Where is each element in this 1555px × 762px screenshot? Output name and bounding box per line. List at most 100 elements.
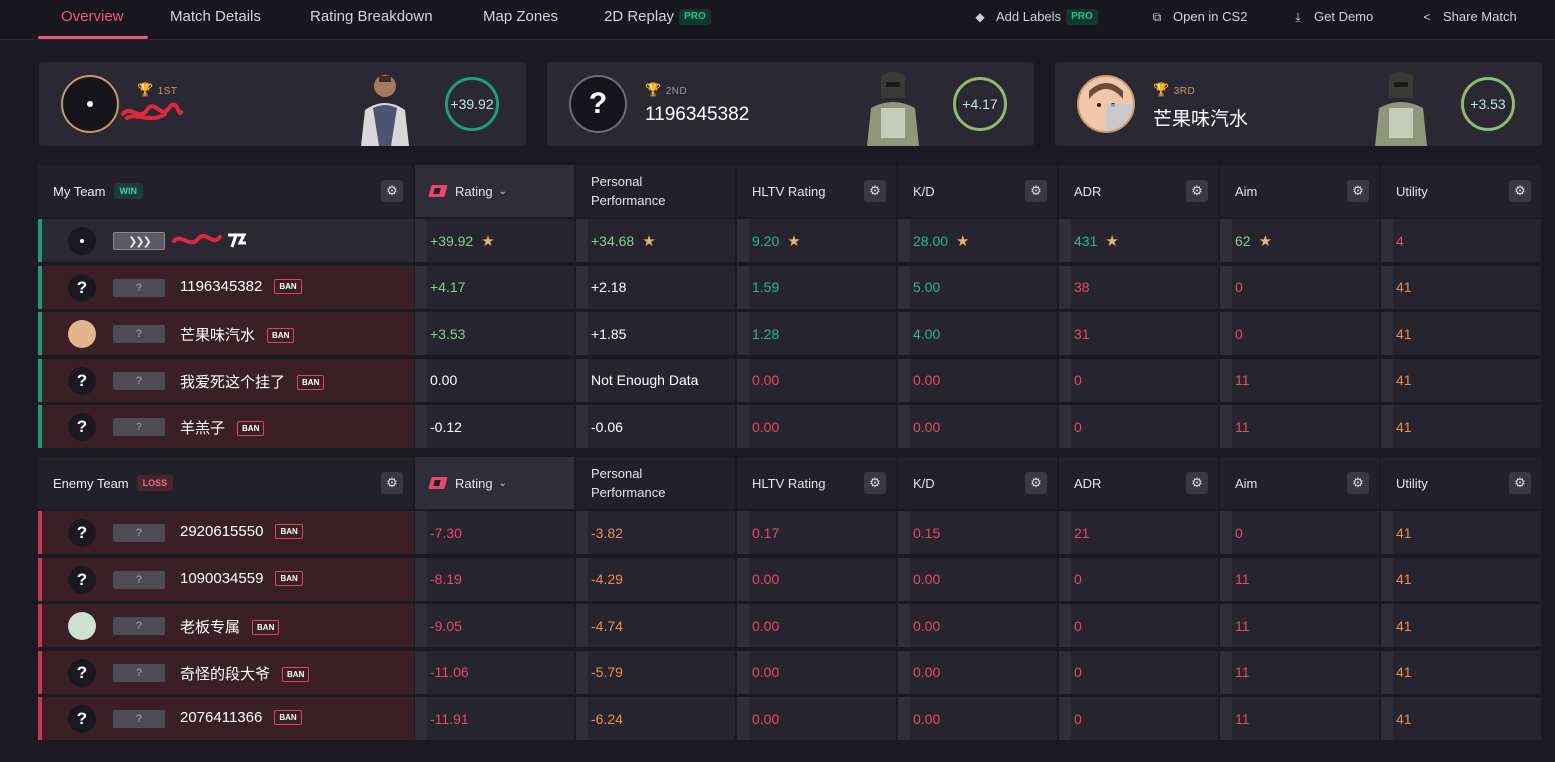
column-header-adr[interactable]: ADR ⚙	[1059, 457, 1218, 509]
table-row[interactable]: ?? 2920615550 BAN -7.30 -3.82 0.17 0.15 21 0 41	[38, 511, 1541, 554]
stat-bar	[1381, 265, 1393, 309]
gear-icon[interactable]: ⚙	[1025, 180, 1047, 202]
player-name[interactable]: 奇怪的段大爷 BAN	[180, 663, 310, 684]
player-cell[interactable]: ?? 2920615550 BAN	[38, 511, 414, 554]
stat-bar	[898, 650, 910, 694]
column-header-personal[interactable]: Personal Performance	[576, 457, 735, 509]
column-header-kd[interactable]: K/D ⚙	[898, 457, 1057, 509]
stat-bar	[1059, 650, 1071, 694]
tab-match-details[interactable]: Match Details	[170, 8, 261, 25]
gear-icon[interactable]: ⚙	[1025, 472, 1047, 494]
rating-ring: +39.92	[445, 77, 499, 131]
table-row[interactable]: ? 芒果味汽水 BAN +3.53 +1.85 1.28 4.00 31 0 41	[38, 312, 1541, 355]
star-icon: ★	[956, 232, 970, 250]
table-row[interactable]: ?? 1196345382 BAN +4.17 +2.18 1.59 5.00 38 0 41	[38, 265, 1541, 309]
stat-bar	[576, 265, 588, 309]
stat-cell-rating: -11.91	[415, 697, 574, 740]
podium-card-first[interactable]: 🏆 1ST +39.92	[39, 62, 526, 146]
stat-value: 0.00	[913, 571, 941, 587]
table-row[interactable]: ? 老板专属 BAN -9.05 -4.74 0.00 0.00 0 11 41	[38, 604, 1541, 647]
column-header-rating[interactable]: Rating ⌄	[415, 165, 574, 217]
player-cell[interactable]: ?? 1196345382 BAN	[38, 265, 414, 309]
stat-value: 11	[1235, 664, 1250, 680]
tab-2d-replay[interactable]: 2D Replay PRO	[604, 0, 711, 40]
table-row[interactable]: ?? 羊羔子 BAN -0.12 -0.06 0.00 0.00 0 11 41	[38, 405, 1541, 448]
add-labels-button[interactable]: ◆ Add Labels PRO	[973, 0, 1098, 36]
podium-card-third[interactable]: 🏆 3RD 芒果味汽水 +3.53	[1055, 62, 1542, 146]
gear-icon[interactable]: ⚙	[1509, 180, 1531, 202]
column-header-personal[interactable]: Personal Performance	[576, 165, 735, 217]
open-in-cs2-button[interactable]: ⧉ Open in CS2	[1150, 0, 1248, 36]
get-demo-button[interactable]: ⤓ Get Demo	[1291, 0, 1373, 36]
player-name-text: 2076411366	[180, 709, 263, 726]
player-name-text: 1196345382	[180, 277, 263, 295]
gear-icon[interactable]: ⚙	[864, 180, 886, 202]
gear-icon[interactable]: ⚙	[1347, 180, 1369, 202]
stat-bar	[1059, 358, 1071, 402]
stat-value: 62	[1235, 232, 1251, 249]
table-row[interactable]: ?? 我爱死这个挂了 BAN 0.00 Not Enough Data 0.00 0.00 0…	[38, 358, 1541, 402]
tab-map-zones[interactable]: Map Zones	[483, 8, 559, 25]
gear-icon[interactable]: ⚙	[381, 180, 403, 202]
stat-value: -4.74	[591, 617, 623, 634]
player-name[interactable]: 我爱死这个挂了 BAN	[180, 371, 325, 392]
column-header-aim[interactable]: Aim ⚙	[1220, 165, 1379, 217]
star-icon: ★	[1258, 232, 1273, 250]
stat-bar	[737, 405, 749, 448]
column-header-adr[interactable]: ADR ⚙	[1059, 165, 1218, 217]
player-cell[interactable]: ?? 羊羔子 BAN	[38, 405, 414, 448]
column-header-hltv[interactable]: HLTV Rating ⚙	[737, 457, 896, 509]
gear-icon[interactable]: ⚙	[1186, 180, 1208, 202]
gear-icon[interactable]: ⚙	[864, 472, 886, 494]
stat-value: 41	[1396, 710, 1412, 727]
stat-value: +2.18	[591, 279, 627, 295]
result-badge: LOSS	[136, 475, 174, 491]
column-header-aim[interactable]: Aim ⚙	[1220, 457, 1379, 509]
podium-card-second[interactable]: ? 🏆 2ND 1196345382 +4.17	[547, 62, 1034, 146]
tab-rating-breakdown[interactable]: Rating Breakdown	[310, 8, 433, 25]
stat-value: 9.20	[752, 232, 780, 249]
table-row[interactable]: ?? 1090034559 BAN -8.19 -4.29 0.00 0.00 0 11 41	[38, 557, 1541, 601]
player-name[interactable]: 1196345382 BAN	[180, 278, 302, 295]
gear-icon[interactable]: ⚙	[1186, 472, 1208, 494]
stat-value: +4.17	[430, 279, 466, 295]
tab-overview[interactable]: Overview	[61, 8, 124, 25]
leetify-logo-icon	[428, 185, 448, 197]
player-name[interactable]: 羊羔子 BAN	[180, 417, 265, 438]
player-name[interactable]: 2920615550 BAN	[180, 523, 303, 540]
table-row[interactable]: ?? 2076411366 BAN -11.91 -6.24 0.00 0.00 0 11 41	[38, 697, 1541, 740]
gear-icon[interactable]: ⚙	[381, 472, 403, 494]
player-cell[interactable]: ?? 1090034559 BAN	[38, 557, 414, 601]
share-icon: <	[1423, 10, 1431, 24]
stat-bar	[1381, 405, 1393, 448]
get-demo-label: Get Demo	[1314, 9, 1374, 24]
player-cell[interactable]: ❯❯❯	[38, 219, 414, 262]
player-name[interactable]: 老板专属 BAN	[180, 616, 280, 637]
stat-value: 41	[1396, 617, 1412, 634]
player-name[interactable]: 2076411366 BAN	[180, 709, 302, 726]
player-name[interactable]: 芒果味汽水 BAN	[180, 324, 295, 345]
column-header-utility[interactable]: Utility ⚙	[1381, 457, 1541, 509]
player-name[interactable]: 1090034559 BAN	[180, 570, 303, 587]
player-cell[interactable]: ?? 我爱死这个挂了 BAN	[38, 358, 414, 402]
share-match-button[interactable]: < Share Match	[1420, 0, 1516, 36]
player-cell[interactable]: ?? 2076411366 BAN	[38, 697, 414, 740]
pro-badge: PRO	[1066, 9, 1098, 25]
gear-icon[interactable]: ⚙	[1509, 472, 1531, 494]
table-row[interactable]: ❯❯❯ +39.92 ★ +34.68 ★ 9.20 ★ 28.00 ★ 431 ★ 62 ★ 4	[38, 219, 1541, 262]
column-header-rating[interactable]: Rating ⌄	[415, 457, 574, 509]
leetify-logo-icon	[428, 477, 448, 489]
column-header-utility[interactable]: Utility ⚙	[1381, 165, 1541, 217]
top-nav: Overview Match Details Rating Breakdown …	[0, 0, 1555, 40]
column-header-hltv[interactable]: HLTV Rating ⚙	[737, 165, 896, 217]
column-header-kd[interactable]: K/D ⚙	[898, 165, 1057, 217]
stat-cell-personal: -4.29	[576, 557, 735, 601]
gear-icon[interactable]: ⚙	[1347, 472, 1369, 494]
table-row[interactable]: ?? 奇怪的段大爷 BAN -11.06 -5.79 0.00 0.00 0 11 41	[38, 650, 1541, 694]
player-cell[interactable]: ?? 奇怪的段大爷 BAN	[38, 650, 414, 694]
player-cell[interactable]: ? 老板专属 BAN	[38, 604, 414, 647]
stat-cell-utility: 41	[1381, 650, 1541, 694]
player-cell[interactable]: ? 芒果味汽水 BAN	[38, 312, 414, 355]
stat-cell-kd: 0.00	[898, 358, 1057, 402]
column-header-label: Aim	[1235, 475, 1258, 491]
